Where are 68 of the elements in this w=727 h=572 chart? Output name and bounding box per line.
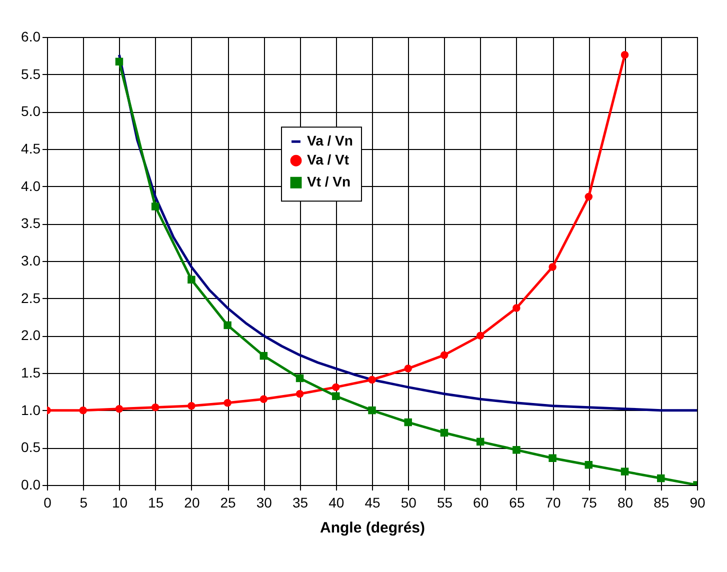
y-tick-label: 2.0 <box>21 327 41 344</box>
legend-label: Va / Vt <box>307 152 350 168</box>
point <box>548 263 556 271</box>
x-tick-label: 15 <box>148 494 164 510</box>
x-tick-label: 35 <box>292 494 308 510</box>
x-tick-label: 50 <box>400 494 417 510</box>
x-tick-label: 10 <box>112 494 128 510</box>
x-tick-label: 45 <box>364 494 380 510</box>
point <box>620 468 629 476</box>
x-tick-label: 80 <box>617 494 634 510</box>
point <box>512 304 520 312</box>
point <box>440 428 448 437</box>
point <box>476 438 484 446</box>
point <box>440 351 448 359</box>
point <box>260 395 268 403</box>
point <box>512 446 520 454</box>
y-tick-label: 3.0 <box>21 252 41 268</box>
point <box>296 374 304 382</box>
point <box>404 364 412 372</box>
x-tick-label: 5 <box>80 494 88 510</box>
point <box>79 406 87 414</box>
y-tick-label: 6.0 <box>21 28 41 44</box>
y-tick-label: 4.5 <box>21 140 41 156</box>
point <box>368 376 376 384</box>
point <box>332 383 340 392</box>
y-tick-label: 0.5 <box>21 439 41 456</box>
x-tick-label: 20 <box>184 494 200 510</box>
point <box>548 454 556 462</box>
point <box>224 399 232 407</box>
point <box>151 403 160 412</box>
point <box>296 390 304 398</box>
point <box>188 402 196 410</box>
y-tick-label: 1.0 <box>21 402 41 418</box>
point <box>115 404 124 413</box>
point <box>476 332 484 340</box>
point <box>620 51 629 59</box>
x-tick-label: 85 <box>654 494 670 510</box>
y-tick-label: 1.5 <box>21 364 41 380</box>
point <box>368 406 376 414</box>
x-tick-label: 75 <box>581 494 598 510</box>
point <box>224 321 232 330</box>
x-tick-label: 0 <box>44 494 52 510</box>
point <box>188 276 196 284</box>
point <box>151 202 160 210</box>
point <box>332 392 340 400</box>
x-tick-label: 55 <box>436 494 453 510</box>
y-tick-label: 0.0 <box>21 476 41 492</box>
y-tick-label: 5.0 <box>21 103 41 120</box>
y-tick-label: 2.5 <box>21 290 41 306</box>
point <box>115 58 124 66</box>
x-tick-label: 65 <box>509 494 525 510</box>
y-tick-label: 5.5 <box>21 66 41 82</box>
legend-label: Vt / Vn <box>307 174 351 190</box>
x-axis-title: Angle (degrés) <box>320 520 426 536</box>
point <box>260 352 268 360</box>
y-tick-label: 4.0 <box>21 178 41 194</box>
point <box>584 460 593 469</box>
point <box>657 474 665 482</box>
point <box>584 192 593 201</box>
x-tick-label: 30 <box>256 494 272 510</box>
x-tick-label: 90 <box>690 494 706 510</box>
x-tick-label: 70 <box>545 494 562 510</box>
y-tick-label: 3.5 <box>21 215 41 232</box>
x-tick-label: 25 <box>220 494 236 510</box>
x-tick-label: 40 <box>328 494 344 510</box>
legend-label: Va / Vn <box>307 132 353 149</box>
point <box>404 418 412 426</box>
x-tick-label: 60 <box>473 494 489 510</box>
